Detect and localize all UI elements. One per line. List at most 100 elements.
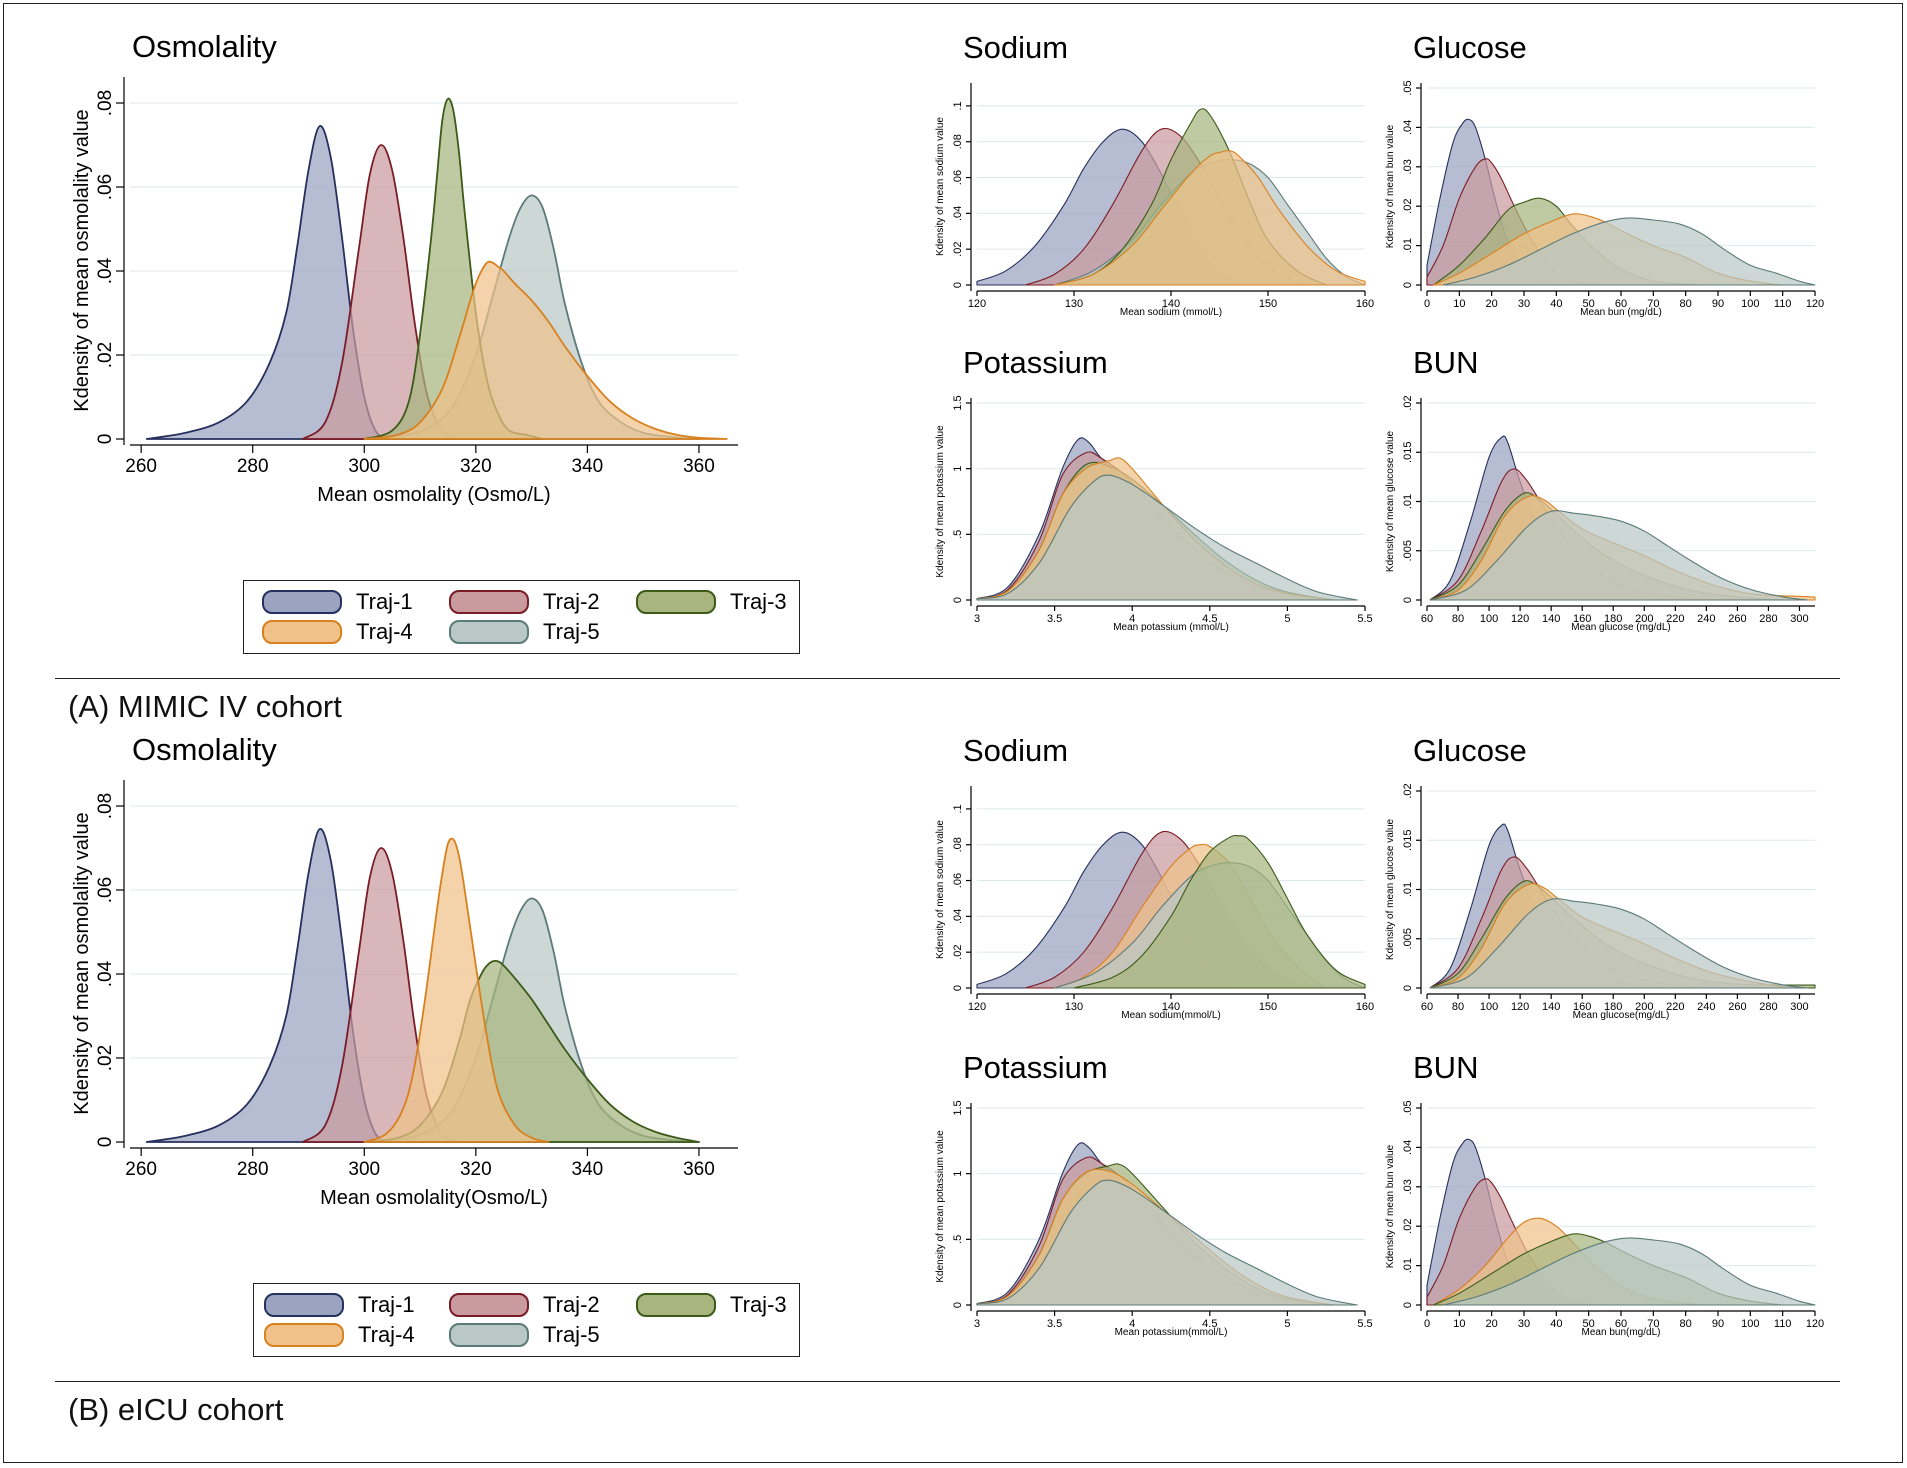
y-tick-label: 0 bbox=[95, 1137, 116, 1148]
y-tick-label: .02 bbox=[1402, 199, 1414, 214]
y-axis-label: Kdensity of mean glucose value bbox=[1385, 430, 1396, 572]
density-area-traj-4 bbox=[1054, 149, 1366, 286]
x-tick-label: 90 bbox=[1712, 298, 1724, 310]
x-tick-label: 4.5 bbox=[1202, 1318, 1217, 1330]
bun-chart-eicu: BUN 0 10 20 30 40 50 60 70 80 90 100 110 120 0 .01 .02 .0… bbox=[1385, 1050, 1824, 1338]
x-tick-label: 160 bbox=[1356, 298, 1374, 310]
y-tick-label: .015 bbox=[1402, 442, 1414, 463]
x-tick-label: 180 bbox=[1604, 1001, 1622, 1013]
y-axis-label: Kdensity of mean bun value bbox=[1385, 1144, 1396, 1268]
y-tick-label: 0 bbox=[1402, 985, 1414, 991]
legend-item-traj-3: Traj-3 bbox=[636, 1292, 787, 1318]
y-tick-label: .005 bbox=[1402, 928, 1414, 949]
x-tick-label: 100 bbox=[1741, 298, 1759, 310]
x-tick-label: 10 bbox=[1453, 1318, 1465, 1330]
x-tick-label: 60 bbox=[1421, 1001, 1433, 1013]
y-tick-label: 0 bbox=[1402, 1302, 1414, 1308]
legend-swatch-traj-5 bbox=[449, 1323, 529, 1347]
x-tick-label: 120 bbox=[1511, 1001, 1529, 1013]
density-area-traj-5 bbox=[1442, 217, 1816, 286]
y-tick-label: .02 bbox=[95, 342, 116, 368]
x-tick-label: 30 bbox=[1518, 298, 1530, 310]
legend-label-traj-1: Traj-1 bbox=[358, 1292, 415, 1317]
x-tick-label: 4.5 bbox=[1202, 613, 1217, 625]
y-tick-label: .01 bbox=[1402, 238, 1414, 253]
chart-title: Sodium bbox=[963, 733, 1068, 768]
figure-frame bbox=[3, 3, 1903, 1463]
x-tick-label: 4 bbox=[1129, 613, 1135, 625]
x-tick-label: 120 bbox=[968, 1001, 986, 1013]
legend-label-traj-5: Traj-5 bbox=[543, 1322, 600, 1347]
y-tick-label: 0 bbox=[952, 282, 964, 288]
legend-label-traj-2: Traj-2 bbox=[543, 589, 600, 614]
x-tick-label: 360 bbox=[683, 456, 715, 477]
y-tick-label: 0 bbox=[1402, 282, 1414, 288]
density-area-traj-5 bbox=[1442, 1237, 1816, 1306]
x-tick-label: 150 bbox=[1259, 298, 1277, 310]
x-tick-label: 220 bbox=[1666, 1001, 1684, 1013]
x-tick-label: 200 bbox=[1635, 1001, 1653, 1013]
y-tick-label: .1 bbox=[952, 804, 964, 813]
x-axis-label: Mean bun(mg/dL) bbox=[1582, 1327, 1661, 1338]
x-tick-label: 60 bbox=[1615, 1318, 1627, 1330]
legend-item-traj-2: Traj-2 bbox=[449, 589, 600, 615]
x-tick-label: 40 bbox=[1550, 1318, 1562, 1330]
x-tick-label: 120 bbox=[1806, 298, 1824, 310]
y-axis-label: Kdensity of mean sodium value bbox=[935, 117, 946, 256]
y-tick-label: 1 bbox=[952, 466, 964, 472]
x-tick-label: 320 bbox=[460, 1159, 492, 1180]
x-axis-label: Mean potassium(mmol/L) bbox=[1115, 1327, 1228, 1338]
chart-title: Glucose bbox=[1413, 733, 1527, 768]
y-tick-label: .02 bbox=[95, 1045, 116, 1071]
chart-title: BUN bbox=[1413, 1050, 1478, 1085]
y-tick-label: .05 bbox=[1402, 80, 1414, 95]
legend-label-traj-5: Traj-5 bbox=[543, 619, 600, 644]
legend-swatch-traj-1 bbox=[262, 590, 342, 614]
x-tick-label: 5.5 bbox=[1357, 613, 1372, 625]
x-tick-label: 340 bbox=[572, 1159, 604, 1180]
y-tick-label: 1.5 bbox=[952, 1100, 964, 1115]
chart-title: BUN bbox=[1413, 345, 1478, 380]
y-tick-label: .06 bbox=[95, 174, 116, 200]
chart-title: Osmolality bbox=[132, 732, 277, 767]
x-tick-label: 140 bbox=[1162, 1001, 1180, 1013]
x-tick-label: 80 bbox=[1680, 298, 1692, 310]
chart-title: Glucose bbox=[1413, 30, 1527, 65]
x-axis-label: Mean osmolality(Osmo/L) bbox=[320, 1187, 548, 1209]
x-tick-label: 0 bbox=[1424, 298, 1430, 310]
cohort-label-eicu: (B) eICU cohort bbox=[68, 1392, 284, 1427]
sodium-chart-eicu: Sodium 120 130 140 150 160 0 .02 .04 .06 .08 .1 Mean… bbox=[935, 733, 1374, 1021]
y-tick-label: .06 bbox=[952, 873, 964, 888]
x-axis-label: Mean sodium(mmol/L) bbox=[1121, 1010, 1220, 1021]
y-axis-label: Kdensity of mean osmolality value bbox=[71, 109, 93, 411]
x-tick-label: 160 bbox=[1573, 613, 1591, 625]
y-tick-label: .04 bbox=[1402, 1140, 1414, 1155]
x-tick-label: 120 bbox=[1806, 1318, 1824, 1330]
legend-label-traj-2: Traj-2 bbox=[543, 1292, 600, 1317]
y-tick-label: .08 bbox=[952, 837, 964, 852]
y-tick-label: 0 bbox=[1402, 597, 1414, 603]
legend-swatch-traj-2 bbox=[449, 1293, 529, 1317]
y-tick-label: .08 bbox=[95, 90, 116, 116]
chart-title: Potassium bbox=[963, 345, 1108, 380]
y-axis-label: Kdensity of mean sodium value bbox=[935, 820, 946, 959]
x-tick-label: 140 bbox=[1542, 613, 1560, 625]
x-tick-label: 110 bbox=[1774, 1318, 1792, 1330]
x-tick-label: 300 bbox=[348, 456, 380, 477]
y-tick-label: 0 bbox=[952, 985, 964, 991]
y-tick-label: .08 bbox=[952, 134, 964, 149]
x-tick-label: 3.5 bbox=[1047, 613, 1062, 625]
x-tick-label: 5 bbox=[1284, 613, 1290, 625]
legend-label-traj-3: Traj-3 bbox=[730, 1292, 787, 1317]
x-tick-label: 260 bbox=[1728, 613, 1746, 625]
y-tick-label: .02 bbox=[1402, 783, 1414, 798]
x-tick-label: 30 bbox=[1518, 1318, 1530, 1330]
y-tick-label: .02 bbox=[952, 945, 964, 960]
x-tick-label: 160 bbox=[1573, 1001, 1591, 1013]
y-tick-label: .5 bbox=[952, 530, 964, 539]
density-area-traj-3 bbox=[1073, 834, 1366, 989]
density-area-traj-4 bbox=[363, 260, 728, 440]
x-tick-label: 260 bbox=[1728, 1001, 1746, 1013]
y-tick-label: .015 bbox=[1402, 830, 1414, 851]
x-tick-label: 20 bbox=[1486, 1318, 1498, 1330]
